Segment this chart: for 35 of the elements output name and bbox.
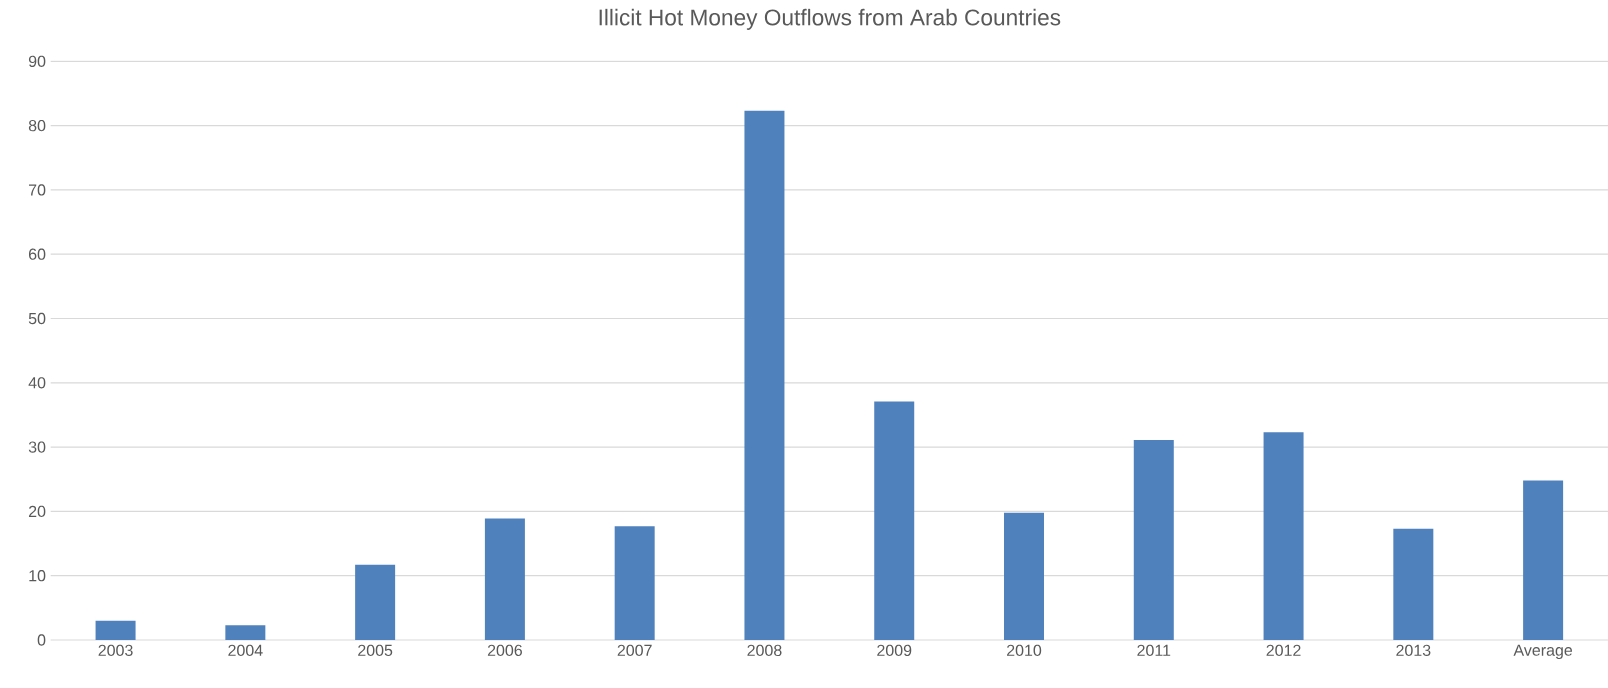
x-tick-label: 2004 bbox=[228, 644, 263, 657]
y-tick-label: 60 bbox=[28, 248, 46, 260]
y-tick-label: 30 bbox=[28, 441, 46, 453]
x-tick-label: 2006 bbox=[487, 644, 522, 657]
x-tick-label: 2009 bbox=[877, 644, 912, 657]
y-tick-label: 0 bbox=[37, 634, 46, 646]
bar bbox=[1523, 480, 1564, 640]
chart-title: Illicit Hot Money Outflows from Arab Countries bbox=[599, 8, 1061, 30]
x-tick-label: 2013 bbox=[1396, 644, 1431, 657]
y-tick-label: 90 bbox=[28, 55, 46, 67]
y-tick-label: 80 bbox=[28, 119, 46, 132]
bar bbox=[614, 526, 655, 640]
x-tick-label: 2007 bbox=[617, 644, 652, 657]
y-tick-label: 10 bbox=[29, 570, 46, 582]
x-tick-label: 2011 bbox=[1137, 644, 1171, 657]
y-tick-label: 20 bbox=[28, 505, 46, 518]
x-tick-label: 2003 bbox=[98, 644, 133, 657]
y-tick-label: 70 bbox=[28, 184, 46, 196]
y-tick-label: 40 bbox=[28, 377, 46, 389]
bar bbox=[1263, 432, 1304, 640]
bar bbox=[1393, 528, 1434, 640]
bar bbox=[744, 110, 785, 640]
y-tick-label: 50 bbox=[28, 312, 46, 325]
bar bbox=[1133, 440, 1174, 640]
bar bbox=[355, 564, 396, 640]
bar bbox=[95, 620, 136, 640]
x-tick-label: 2008 bbox=[747, 644, 782, 657]
bar bbox=[225, 625, 266, 640]
bar bbox=[874, 401, 915, 640]
x-tick-label: Average bbox=[1513, 644, 1573, 660]
x-tick-label: 2005 bbox=[358, 644, 393, 657]
x-tick-label: 2012 bbox=[1266, 644, 1301, 657]
x-tick-label: 2010 bbox=[1007, 644, 1042, 657]
bar bbox=[1004, 512, 1044, 640]
bar bbox=[484, 518, 525, 640]
